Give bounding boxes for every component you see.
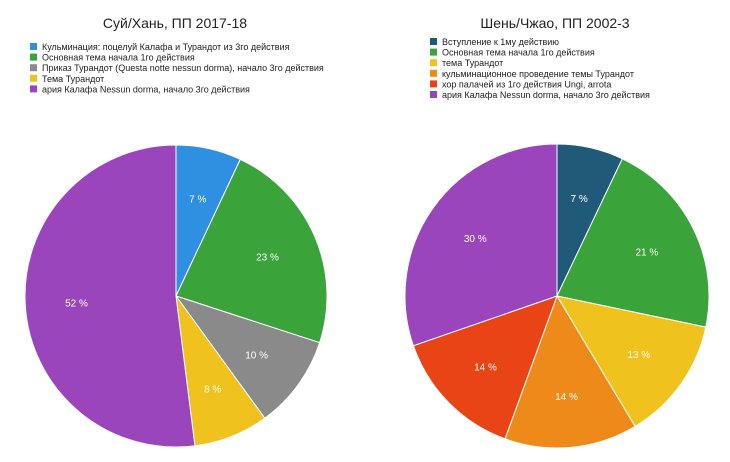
- pie-slice: [504, 294, 636, 449]
- legend-label: ария Калафа Nessun dorma, начало 3го дей…: [442, 90, 650, 100]
- legend: Кульминация: поцелуй Калафа и Турандот и…: [30, 42, 324, 94]
- legend-label: Основная тема начала 1го действия: [42, 53, 195, 63]
- pie-slice: [24, 144, 196, 448]
- legend-swatch: [430, 59, 437, 67]
- legend-item: ария Калафа Nessun dorma, начало 3го дей…: [430, 90, 650, 100]
- legend-label: тема Турандот: [442, 58, 503, 68]
- legend-swatch: [30, 74, 37, 82]
- legend-item: кульминационное проведение темы Турандот: [430, 69, 634, 79]
- pie-slices: 7 % 21 % 13 % 14 % 14 % 30 %: [404, 143, 710, 449]
- legend-item: тема Турандот: [430, 58, 503, 68]
- legend-swatch: [30, 85, 37, 93]
- chart-title: Шень/Чжао, ПП 2002-3: [480, 15, 629, 31]
- legend-label: ария Калафа Nessun dorma, начало 3го дей…: [42, 84, 250, 94]
- slice-label: 30 %: [464, 234, 487, 245]
- legend-label: Вступление к 1му действию: [442, 37, 559, 47]
- pie-slice: [556, 158, 710, 328]
- slice-label: 23 %: [256, 252, 279, 263]
- pie-slice: [174, 295, 321, 419]
- legend-item: Основная тема начала 1го действия: [30, 53, 195, 63]
- legend-swatch: [30, 64, 37, 72]
- legend-swatch: [30, 53, 37, 61]
- legend-label: Основная тема начала 1го действия: [442, 48, 595, 58]
- legend-label: Тема Турандот: [42, 74, 104, 84]
- slice-label: 14 %: [474, 362, 497, 373]
- legend-item: Приказ Турандот (Questa notte nessun dor…: [30, 63, 324, 73]
- slice-label: 21 %: [635, 247, 658, 258]
- slice-label: 10 %: [245, 351, 268, 362]
- legend-label: кульминационное проведение темы Турандот: [442, 69, 634, 79]
- legend-label: хор палачей из 1го действия Ungi, arrota: [442, 79, 611, 89]
- slice-label: 52 %: [65, 298, 88, 309]
- legend-swatch: [30, 43, 37, 50]
- pie-slice: [412, 295, 558, 440]
- legend-swatch: [430, 91, 437, 98]
- pie-slices: 7 % 23 % 10 % 8 % 52 %: [24, 144, 328, 448]
- pie-chart-1: Суй/Хань, ПП 2017-18 Кульминация: поцелуй…: [24, 15, 328, 448]
- legend-label: Кульминация: поцелуй Калафа и Турандот и…: [42, 42, 290, 52]
- pie-slice: [175, 158, 328, 344]
- legend-item: хор палачей из 1го действия Ungi, arrota: [430, 79, 611, 89]
- pie-slice: [555, 295, 707, 428]
- legend-swatch: [430, 69, 437, 77]
- legend-label: Приказ Турандот (Questa notte nessun dor…: [42, 63, 324, 73]
- legend-item: Основная тема начала 1го действия: [430, 48, 595, 58]
- legend-item: Тема Турандот: [30, 74, 104, 84]
- legend-swatch: [430, 48, 437, 56]
- slice-label: 14 %: [555, 392, 578, 403]
- legend-item: ария Калафа Nessun dorma, начало 3го дей…: [30, 84, 250, 94]
- legend-swatch: [430, 38, 437, 45]
- pie-chart-2: Шень/Чжао, ПП 2002-3 Вступление к 1му дей…: [404, 15, 710, 449]
- pie-slice: [404, 143, 558, 347]
- slice-label: 7 %: [570, 194, 587, 205]
- legend-item: Вступление к 1му действию: [430, 37, 559, 47]
- chart-title: Суй/Хань, ПП 2017-18: [103, 15, 247, 31]
- slice-label: 7 %: [189, 195, 206, 206]
- slice-label: 8 %: [204, 385, 221, 396]
- slice-label: 13 %: [627, 350, 650, 361]
- legend-swatch: [430, 80, 437, 88]
- legend-item: Кульминация: поцелуй Калафа и Турандот и…: [30, 42, 290, 52]
